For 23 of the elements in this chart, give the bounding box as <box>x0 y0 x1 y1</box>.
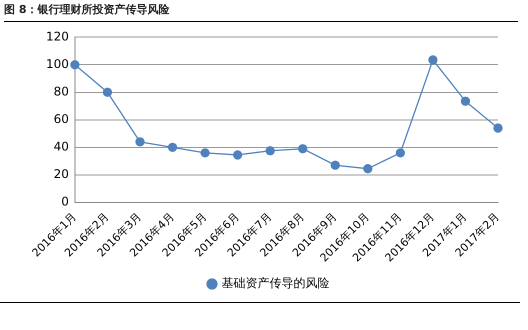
point <box>70 60 80 70</box>
y-tick-label: 120 <box>46 29 69 44</box>
y-tick-label: 0 <box>61 194 69 209</box>
point <box>428 55 438 65</box>
point <box>168 142 178 152</box>
point <box>200 148 210 158</box>
point <box>460 96 470 106</box>
point <box>266 146 275 156</box>
point <box>493 123 503 133</box>
legend-label: 基础资产传导的风险 <box>222 276 330 290</box>
y-tick-label: 40 <box>54 139 69 154</box>
y-tick-label: 20 <box>54 167 69 182</box>
y-tick-label: 100 <box>46 56 69 71</box>
chart-title: 图 8：银行理财所投资产传导风险 <box>4 2 518 22</box>
point <box>330 160 340 170</box>
point <box>396 148 406 158</box>
point <box>232 150 242 160</box>
point <box>135 137 145 146</box>
y-tick-label: 60 <box>54 112 69 126</box>
point <box>298 144 308 154</box>
point <box>363 164 372 174</box>
point <box>102 88 112 97</box>
y-tick-label: 80 <box>54 84 69 98</box>
